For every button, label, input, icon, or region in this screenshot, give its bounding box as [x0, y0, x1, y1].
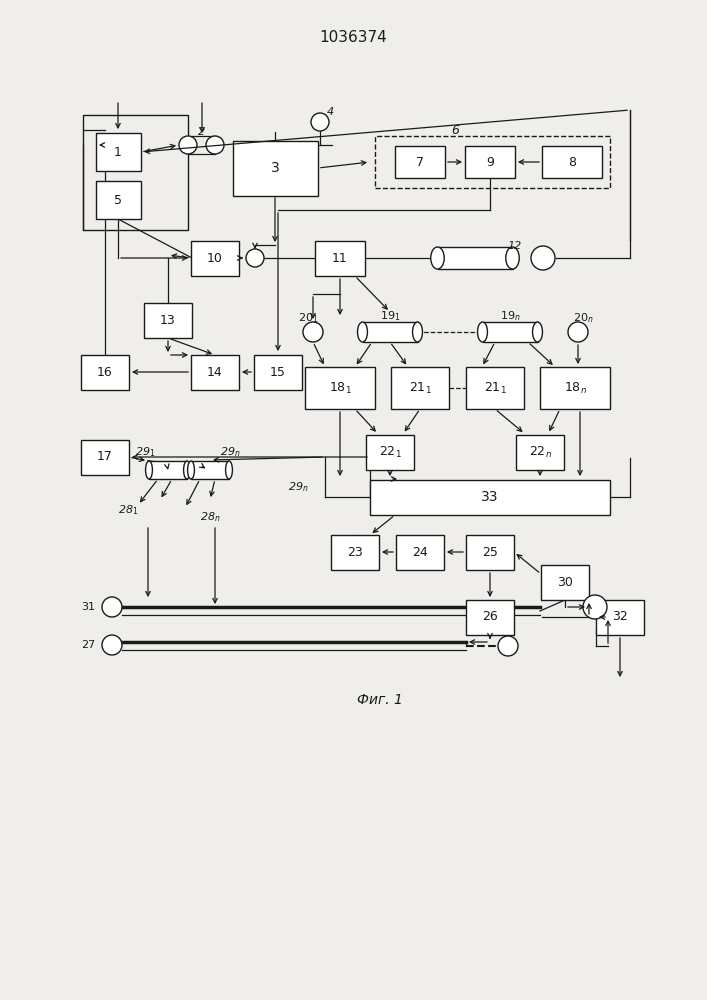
Ellipse shape — [532, 322, 542, 342]
Ellipse shape — [226, 461, 233, 479]
Bar — [370, 480, 610, 514]
Circle shape — [303, 322, 323, 342]
Text: 22$_n$: 22$_n$ — [529, 444, 551, 460]
Text: 33: 33 — [481, 490, 498, 504]
Text: 28$_n$: 28$_n$ — [199, 510, 221, 524]
Text: 28$_1$: 28$_1$ — [118, 503, 139, 517]
Circle shape — [102, 635, 122, 655]
Text: Фиг. 1: Фиг. 1 — [357, 693, 403, 707]
Text: 4: 4 — [327, 107, 334, 117]
Text: 27: 27 — [81, 640, 95, 650]
Circle shape — [102, 597, 122, 617]
Bar — [191, 240, 239, 275]
Ellipse shape — [184, 461, 190, 479]
Text: 20$_1$: 20$_1$ — [298, 311, 318, 325]
Text: 24: 24 — [412, 546, 428, 558]
Bar — [366, 434, 414, 470]
Bar — [95, 181, 141, 219]
Text: 18$_n$: 18$_n$ — [563, 380, 587, 396]
Text: 31: 31 — [81, 602, 95, 612]
Bar — [391, 367, 449, 409]
Bar — [315, 240, 365, 275]
Text: 29$_1$: 29$_1$ — [135, 445, 156, 459]
Ellipse shape — [431, 247, 444, 269]
Text: 18$_1$: 18$_1$ — [329, 380, 351, 396]
Bar — [81, 440, 129, 475]
Bar — [331, 534, 379, 570]
Text: 16: 16 — [97, 365, 113, 378]
Text: 3: 3 — [271, 161, 279, 175]
Bar — [375, 136, 610, 188]
Bar — [149, 461, 187, 479]
Text: 20$_n$: 20$_n$ — [573, 311, 593, 325]
Text: 10: 10 — [207, 251, 223, 264]
Bar — [482, 322, 537, 342]
Ellipse shape — [358, 322, 368, 342]
Text: 19$_n$: 19$_n$ — [500, 309, 520, 323]
Bar — [596, 599, 644, 635]
Text: 15: 15 — [270, 365, 286, 378]
Bar — [305, 367, 375, 409]
Ellipse shape — [413, 322, 423, 342]
Text: 11: 11 — [332, 251, 348, 264]
Ellipse shape — [187, 461, 194, 479]
Circle shape — [206, 136, 224, 154]
Circle shape — [311, 113, 329, 131]
Bar — [144, 302, 192, 338]
Bar — [191, 355, 239, 389]
Text: 32: 32 — [612, 610, 628, 624]
Text: 17: 17 — [97, 450, 113, 464]
Text: 29$_n$: 29$_n$ — [288, 480, 308, 494]
Bar — [465, 146, 515, 178]
Bar — [516, 434, 564, 470]
Bar — [83, 115, 188, 230]
Text: 26: 26 — [482, 610, 498, 624]
Text: 25: 25 — [482, 546, 498, 558]
Text: 1: 1 — [114, 145, 122, 158]
Bar — [81, 355, 129, 389]
Ellipse shape — [477, 322, 487, 342]
Text: 21$_1$: 21$_1$ — [484, 380, 506, 396]
Bar — [466, 599, 514, 635]
Text: 30: 30 — [557, 576, 573, 588]
Text: 21$_1$: 21$_1$ — [409, 380, 431, 396]
Circle shape — [498, 636, 518, 656]
Bar — [542, 146, 602, 178]
Text: 7: 7 — [416, 155, 424, 168]
Circle shape — [568, 322, 588, 342]
Text: 9: 9 — [486, 155, 494, 168]
Text: 2: 2 — [199, 127, 206, 137]
Text: 6: 6 — [451, 123, 459, 136]
Text: 23: 23 — [347, 546, 363, 558]
Text: 14: 14 — [207, 365, 223, 378]
Bar — [233, 140, 317, 196]
Text: 1036374: 1036374 — [319, 30, 387, 45]
Text: 22$_1$: 22$_1$ — [379, 444, 402, 460]
Text: 8: 8 — [568, 155, 576, 168]
Ellipse shape — [146, 461, 153, 479]
Circle shape — [583, 595, 607, 619]
Bar — [363, 322, 418, 342]
Bar — [95, 133, 141, 171]
Bar — [541, 564, 589, 599]
Text: 19$_1$: 19$_1$ — [380, 309, 400, 323]
Circle shape — [179, 136, 197, 154]
Ellipse shape — [506, 247, 519, 269]
Circle shape — [246, 249, 264, 267]
Bar — [395, 146, 445, 178]
Text: 13: 13 — [160, 314, 176, 326]
Text: 29$_n$: 29$_n$ — [220, 445, 240, 459]
Text: 12: 12 — [508, 241, 522, 251]
Bar — [466, 534, 514, 570]
Bar — [438, 247, 513, 269]
Circle shape — [531, 246, 555, 270]
Bar — [466, 367, 524, 409]
Bar — [191, 461, 229, 479]
Bar — [396, 534, 444, 570]
Bar — [254, 355, 302, 389]
Text: 5: 5 — [114, 194, 122, 207]
Bar — [540, 367, 610, 409]
